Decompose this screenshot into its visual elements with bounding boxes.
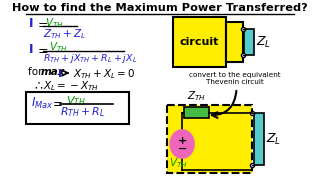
Text: $X_{TH}+X_L=0$: $X_{TH}+X_L=0$ — [73, 67, 136, 81]
Text: $I_{Max}$: $I_{Max}$ — [31, 96, 53, 111]
Text: $=$: $=$ — [35, 43, 49, 56]
Text: −: − — [178, 144, 187, 154]
Text: $Z_L$: $Z_L$ — [256, 34, 271, 50]
Text: How to find the Maximum Power Transferred?: How to find the Maximum Power Transferre… — [12, 3, 308, 13]
Bar — [184, 107, 209, 118]
Text: for: for — [28, 67, 46, 77]
Text: $X_L=-X_{TH}$: $X_L=-X_{TH}$ — [43, 79, 99, 93]
Text: $V_{TH}$: $V_{TH}$ — [49, 40, 68, 54]
Bar — [244, 29, 254, 55]
Bar — [254, 113, 264, 165]
Bar — [173, 17, 226, 67]
Circle shape — [170, 130, 194, 158]
Text: $V_{TH}$: $V_{TH}$ — [66, 94, 86, 108]
Text: max: max — [41, 67, 65, 77]
Text: $Z_L$: $Z_L$ — [266, 131, 281, 147]
Text: circuit: circuit — [180, 37, 219, 47]
Text: $Z_{TH}+Z_L$: $Z_{TH}+Z_L$ — [43, 27, 85, 41]
Text: $\mathbf{I}$: $\mathbf{I}$ — [28, 43, 34, 56]
Text: $V_{TH}$: $V_{TH}$ — [45, 16, 64, 30]
Text: $=$: $=$ — [50, 96, 63, 109]
Bar — [167, 105, 252, 173]
Bar — [226, 22, 243, 62]
Text: convert to the equivalent: convert to the equivalent — [189, 72, 281, 78]
Text: $Z_{TH}$: $Z_{TH}$ — [187, 89, 206, 103]
Text: $R_{TH}+jX_{TH}+R_L+jX_L$: $R_{TH}+jX_{TH}+R_L+jX_L$ — [43, 52, 137, 65]
Text: $\therefore$: $\therefore$ — [32, 79, 44, 92]
Text: +: + — [178, 136, 187, 146]
Text: $V_{TH}$: $V_{TH}$ — [169, 156, 187, 170]
Text: $=$: $=$ — [35, 17, 49, 30]
Text: $\mathbf{I}$: $\mathbf{I}$ — [57, 67, 62, 79]
FancyBboxPatch shape — [26, 92, 129, 124]
Text: Thevenin circuit: Thevenin circuit — [206, 79, 264, 85]
Text: $\mathbf{I}$: $\mathbf{I}$ — [28, 17, 34, 30]
Text: $R_{TH}+R_L$: $R_{TH}+R_L$ — [60, 105, 105, 119]
